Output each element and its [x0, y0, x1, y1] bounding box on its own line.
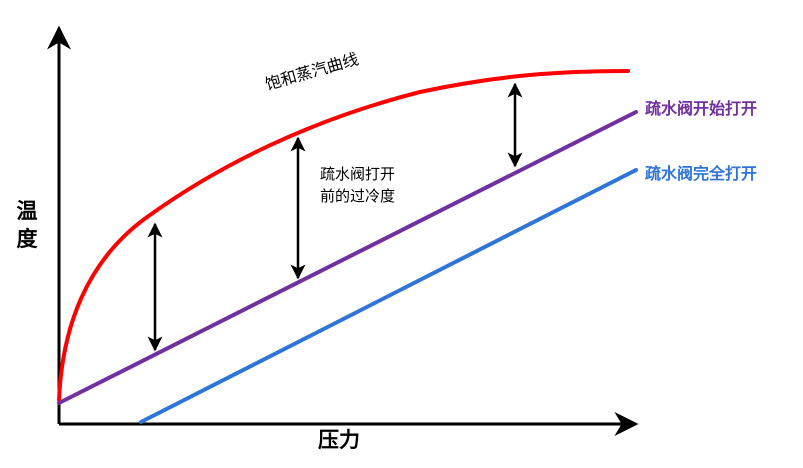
y-axis-label: 温度 [16, 199, 38, 251]
drain-open-full-label: 疏水阀完全打开 [645, 164, 758, 183]
drain-open-full-line [139, 168, 638, 424]
subcooling-line1: 疏水阀打开 [320, 165, 396, 183]
drain-open-start-label: 疏水阀开始打开 [645, 99, 758, 118]
saturated-steam-curve [57, 69, 630, 402]
drain-open-start-line [57, 110, 638, 405]
subcooling-line2: 前的过冷度 [320, 187, 396, 205]
subcooling-annotation: 疏水阀打开 前的过冷度 [320, 163, 430, 207]
x-axis-label: 压力 [318, 428, 360, 452]
